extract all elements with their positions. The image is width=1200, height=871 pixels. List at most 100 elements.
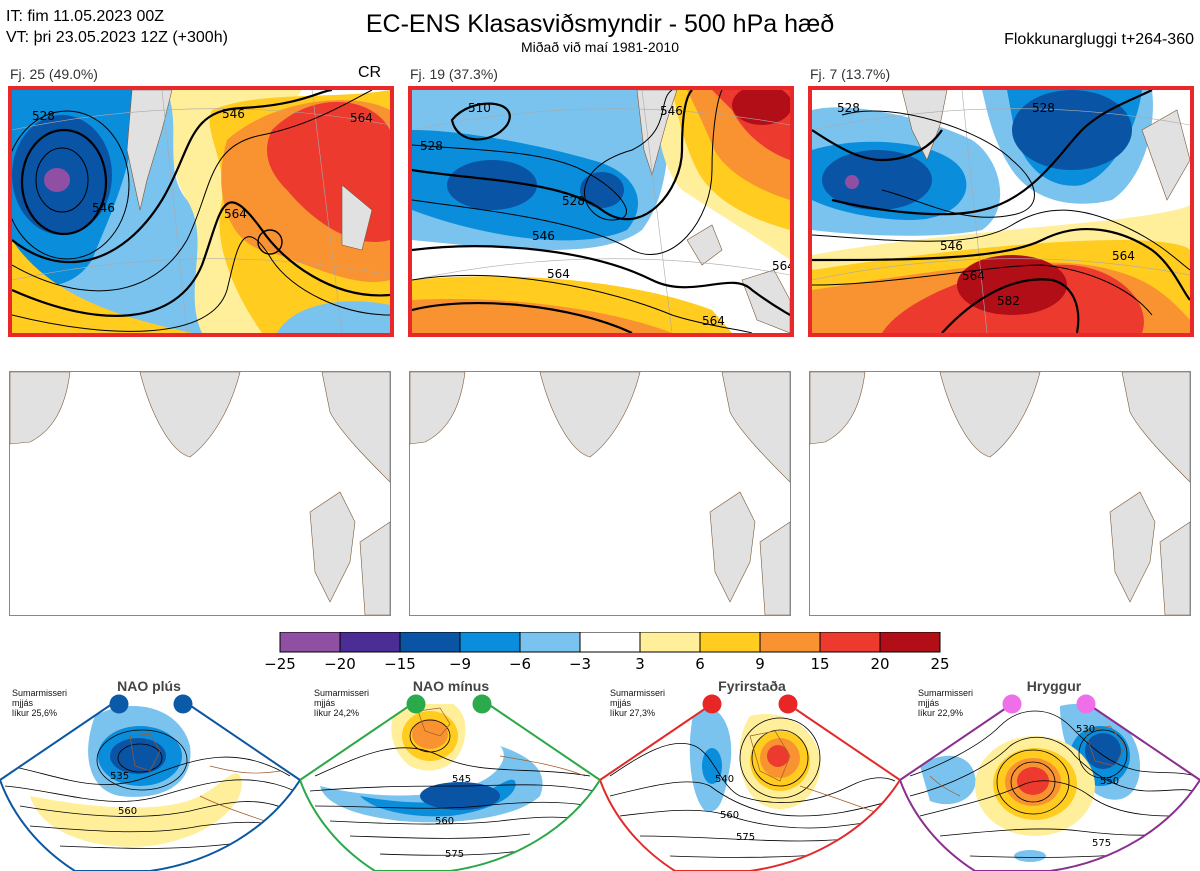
page-subtitle: Miðað við maí 1981-2010: [521, 39, 679, 55]
colorbar-segment: [519, 632, 581, 653]
regime-nao-minus: Sumarmisseri mjjás líkur 24,2% NAO mínus: [300, 676, 600, 871]
cluster-2-map: 510 528 546 564 546 528 564 564: [408, 86, 794, 337]
contour-label: 575: [1092, 838, 1111, 849]
colorbar-tick-label: −20: [324, 655, 356, 673]
colorbar-segment: [699, 632, 761, 653]
regime-ridge: Sumarmisseri mjjás líkur 22,9% Hryggur: [900, 676, 1200, 871]
contour-label: 564: [224, 207, 247, 221]
colorbar-tick-label: 9: [755, 655, 765, 673]
header-times: IT: fim 11.05.2023 00Z VT: þri 23.05.202…: [6, 6, 228, 48]
cluster-1-badge: CR: [358, 64, 382, 81]
cluster-2-label: Fj. 19 (37.3%): [410, 66, 498, 82]
coastlines: [636, 90, 790, 333]
colorbar-tick-label: −6: [509, 655, 531, 673]
regime-blocking: Sumarmisseri mjjás líkur 27,3% Fyrirstaða: [600, 676, 900, 871]
regime-3-dot: [778, 694, 798, 714]
regime-3-note: Sumarmisseri mjjás líkur 27,3%: [610, 688, 666, 718]
anomaly-field: [412, 90, 790, 333]
contour-label: 528: [837, 101, 860, 115]
regime-1-note: Sumarmisseri mjjás líkur 25,6%: [12, 688, 68, 718]
coastlines: [901, 90, 1190, 201]
contour-label: 575: [445, 849, 464, 860]
colorbar-segment: [399, 632, 461, 653]
regime-4-frame: [900, 703, 1200, 871]
height-contours: [12, 90, 390, 332]
regime-4-title: Hryggur: [1026, 678, 1082, 694]
colorbar-segment: [819, 632, 881, 653]
contour-label: 560: [435, 816, 454, 827]
colorbar-tick-label: 3: [635, 655, 645, 673]
regime-2-map: 545 560 575: [300, 694, 600, 871]
contour-label: 582: [997, 294, 1020, 308]
regime-4-map: 530 550 575: [900, 694, 1200, 871]
regime-3-dot: [702, 694, 722, 714]
regime-3-title: Fyrirstaða: [718, 678, 786, 694]
contour-label: 564: [1112, 249, 1135, 263]
contour-label: 550: [1100, 776, 1119, 787]
cluster-3-map: 528 546 564 582 564 528: [808, 86, 1194, 337]
height-contours: [812, 90, 1190, 333]
page-title: EC-ENS Klasasviðsmyndir - 500 hPa hæð: [365, 10, 835, 38]
anomaly-colorbar: −25 −20 −15 −9 −6 −3 3 6 9 15 20 25: [258, 632, 962, 674]
contour-label: 564: [962, 269, 985, 283]
colorbar-segment: [339, 632, 401, 653]
cluster-3-label: Fj. 7 (13.7%): [810, 66, 891, 82]
cluster-1-map: 528 546 564 564 546: [8, 86, 394, 337]
regime-4-note: Sumarmisseri mjjás líkur 22,9%: [918, 688, 974, 718]
contour-label: 560: [720, 810, 739, 821]
base-map-1: [9, 371, 391, 616]
regime-1-dot: [173, 694, 193, 714]
colorbar-tick-label: −15: [384, 655, 416, 673]
initial-time: IT: fim 11.05.2023 00Z: [6, 8, 165, 25]
contour-label: 528: [1032, 101, 1055, 115]
contour-label: 528: [562, 194, 585, 208]
regime-nao-plus: Sumarmisseri mjjás líkur 25,6% NAO plús: [0, 676, 300, 871]
regime-1-title: NAO plús: [117, 678, 181, 694]
regime-1-frame: [0, 703, 300, 871]
colorbar-segment: [639, 632, 701, 653]
colorbar-tick-label: 20: [870, 655, 889, 673]
contour-label: 575: [736, 832, 755, 843]
contour-label: 528: [420, 139, 443, 153]
contour-label: 564: [350, 111, 373, 125]
base-map-2: [409, 371, 791, 616]
colorbar-segment: [579, 632, 641, 653]
contour-label: 560: [118, 806, 137, 817]
valid-time: VT: þri 23.05.2023 12Z (+300h): [6, 29, 228, 46]
contour-label: 545: [452, 774, 471, 785]
regime-4-dot: [1076, 694, 1096, 714]
regime-2-note: Sumarmisseri mjjás líkur 24,2%: [314, 688, 370, 718]
contour-label: 564: [702, 314, 725, 328]
colorbar-segment: [759, 632, 821, 653]
colorbar-tick-label: 15: [810, 655, 829, 673]
contour-label: 510: [468, 101, 491, 115]
regime-4-dot: [1002, 694, 1022, 714]
contour-label: 535: [110, 771, 129, 782]
colorbar-tick-label: −25: [264, 655, 296, 673]
contour-label: 546: [532, 229, 555, 243]
contour-label: 546: [660, 104, 683, 118]
contour-label: 546: [222, 107, 245, 121]
colorbar-tick-label: 6: [695, 655, 705, 673]
regime-2-dot: [472, 694, 492, 714]
regime-2-frame: [300, 703, 600, 871]
contour-label: 540: [715, 774, 734, 785]
colorbar-tick-label: 25: [930, 655, 949, 673]
regime-2-title: NAO mínus: [412, 678, 490, 694]
colorbar-segment: [879, 632, 941, 653]
contour-label: 564: [547, 267, 570, 281]
colorbar-segment: [279, 632, 341, 653]
colorbar-tick-label: −9: [449, 655, 471, 673]
classification-window: Flokkunargluggi t+264-360: [1004, 31, 1194, 48]
colorbar-tick-label: −3: [569, 655, 591, 673]
contour-label: 528: [32, 109, 55, 123]
base-map-3: [809, 371, 1191, 616]
graticule: [412, 90, 790, 333]
cluster-1-label: Fj. 25 (49.0%): [10, 66, 98, 82]
contour-label: 546: [940, 239, 963, 253]
height-contours: [412, 90, 790, 333]
colorbar-segment: [459, 632, 521, 653]
regime-1-dot: [109, 694, 129, 714]
regime-2-dot: [406, 694, 426, 714]
contour-label: 546: [92, 201, 115, 215]
